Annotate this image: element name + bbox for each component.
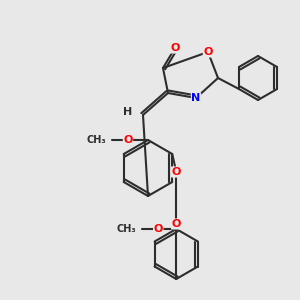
Text: O: O: [170, 43, 180, 53]
Text: CH₃: CH₃: [86, 135, 106, 145]
Text: O: O: [154, 224, 163, 234]
Text: O: O: [172, 219, 181, 229]
Text: H: H: [123, 107, 133, 117]
Text: O: O: [123, 135, 133, 145]
Text: O: O: [172, 167, 181, 177]
Text: O: O: [203, 47, 213, 57]
Text: N: N: [191, 93, 201, 103]
Text: CH₃: CH₃: [117, 224, 136, 234]
